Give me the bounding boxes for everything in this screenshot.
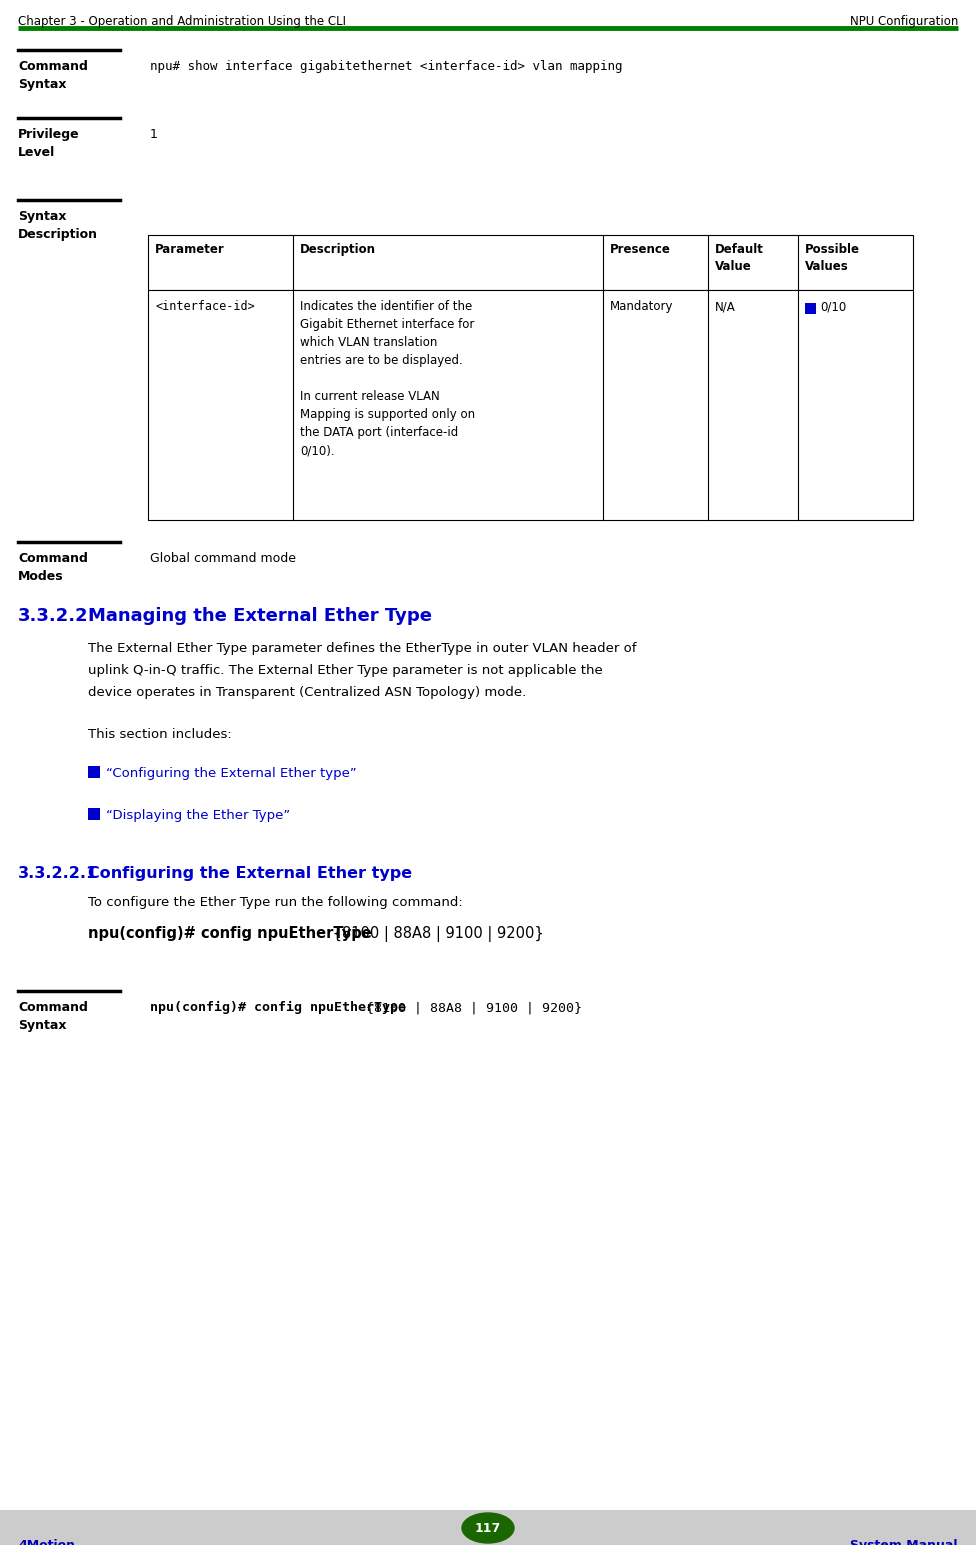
Bar [148,235,913,290]
Text: Parameter: Parameter [155,243,224,256]
Text: device operates in Transparent (Centralized ASN Topology) mode.: device operates in Transparent (Centrali… [88,686,526,698]
Text: Syntax
Description: Syntax Description [18,210,98,241]
Text: 3.3.2.2.1: 3.3.2.2.1 [18,867,99,881]
Text: In current release VLAN: In current release VLAN [300,389,440,403]
Text: Chapter 3 - Operation and Administration Using the CLI: Chapter 3 - Operation and Administration… [18,15,346,28]
Text: Global command mode: Global command mode [150,552,296,565]
Bar [0,1509,976,1545]
Bar [88,808,100,820]
Text: Description: Description [300,243,376,256]
Text: Mandatory: Mandatory [610,300,673,314]
Text: Presence: Presence [610,243,671,256]
Text: 3.3.2.2: 3.3.2.2 [18,607,89,626]
Text: Gigabit Ethernet interface for: Gigabit Ethernet interface for [300,318,474,331]
Text: <interface-id>: <interface-id> [155,300,255,314]
Text: entries are to be displayed.: entries are to be displayed. [300,354,463,368]
Text: npu# show interface gigabitethernet <interface-id> vlan mapping: npu# show interface gigabitethernet <int… [150,60,623,73]
Text: {8100 | 88A8 | 9100 | 9200}: {8100 | 88A8 | 9100 | 9200} [358,1001,582,1014]
Text: To configure the Ether Type run the following command:: To configure the Ether Type run the foll… [88,896,463,908]
Text: npu(config)# config npuEtherType: npu(config)# config npuEtherType [88,925,372,941]
Text: 0/10).: 0/10). [300,443,335,457]
Text: Configuring the External Ether type: Configuring the External Ether type [88,867,412,881]
Bar [148,290,913,521]
Text: uplink Q-in-Q traffic. The External Ether Type parameter is not applicable the: uplink Q-in-Q traffic. The External Ethe… [88,664,603,677]
Text: 4Motion: 4Motion [18,1539,75,1545]
Text: Managing the External Ether Type: Managing the External Ether Type [88,607,432,626]
Bar [805,303,816,314]
Text: Privilege
Level: Privilege Level [18,128,80,159]
Text: 0/10: 0/10 [820,300,846,314]
Text: which VLAN translation: which VLAN translation [300,335,437,349]
Text: Possible
Values: Possible Values [805,243,860,273]
Text: “Configuring the External Ether type”: “Configuring the External Ether type” [106,766,357,780]
Text: Command
Syntax: Command Syntax [18,60,88,91]
Text: Mapping is supported only on: Mapping is supported only on [300,408,475,420]
Text: {8100 | 88A8 | 9100 | 9200}: {8100 | 88A8 | 9100 | 9200} [328,925,544,942]
Text: NPU Configuration: NPU Configuration [850,15,958,28]
Text: This section includes:: This section includes: [88,728,231,742]
Text: Command
Modes: Command Modes [18,552,88,582]
Text: 1: 1 [150,128,158,141]
Text: the DATA port (interface-id: the DATA port (interface-id [300,426,459,439]
Text: Default
Value: Default Value [715,243,764,273]
Text: Indicates the identifier of the: Indicates the identifier of the [300,300,472,314]
Text: npu(config)# config npuEtherType: npu(config)# config npuEtherType [150,1001,406,1014]
Text: The External Ether Type parameter defines the EtherType in outer VLAN header of: The External Ether Type parameter define… [88,643,636,655]
Text: System Manual: System Manual [850,1539,958,1545]
Text: “Displaying the Ether Type”: “Displaying the Ether Type” [106,810,290,822]
Bar [88,766,100,779]
Ellipse shape [462,1513,514,1543]
Text: 117: 117 [475,1522,501,1534]
Text: N/A: N/A [715,300,736,314]
Bar [0,1509,976,1545]
Text: Command
Syntax: Command Syntax [18,1001,88,1032]
